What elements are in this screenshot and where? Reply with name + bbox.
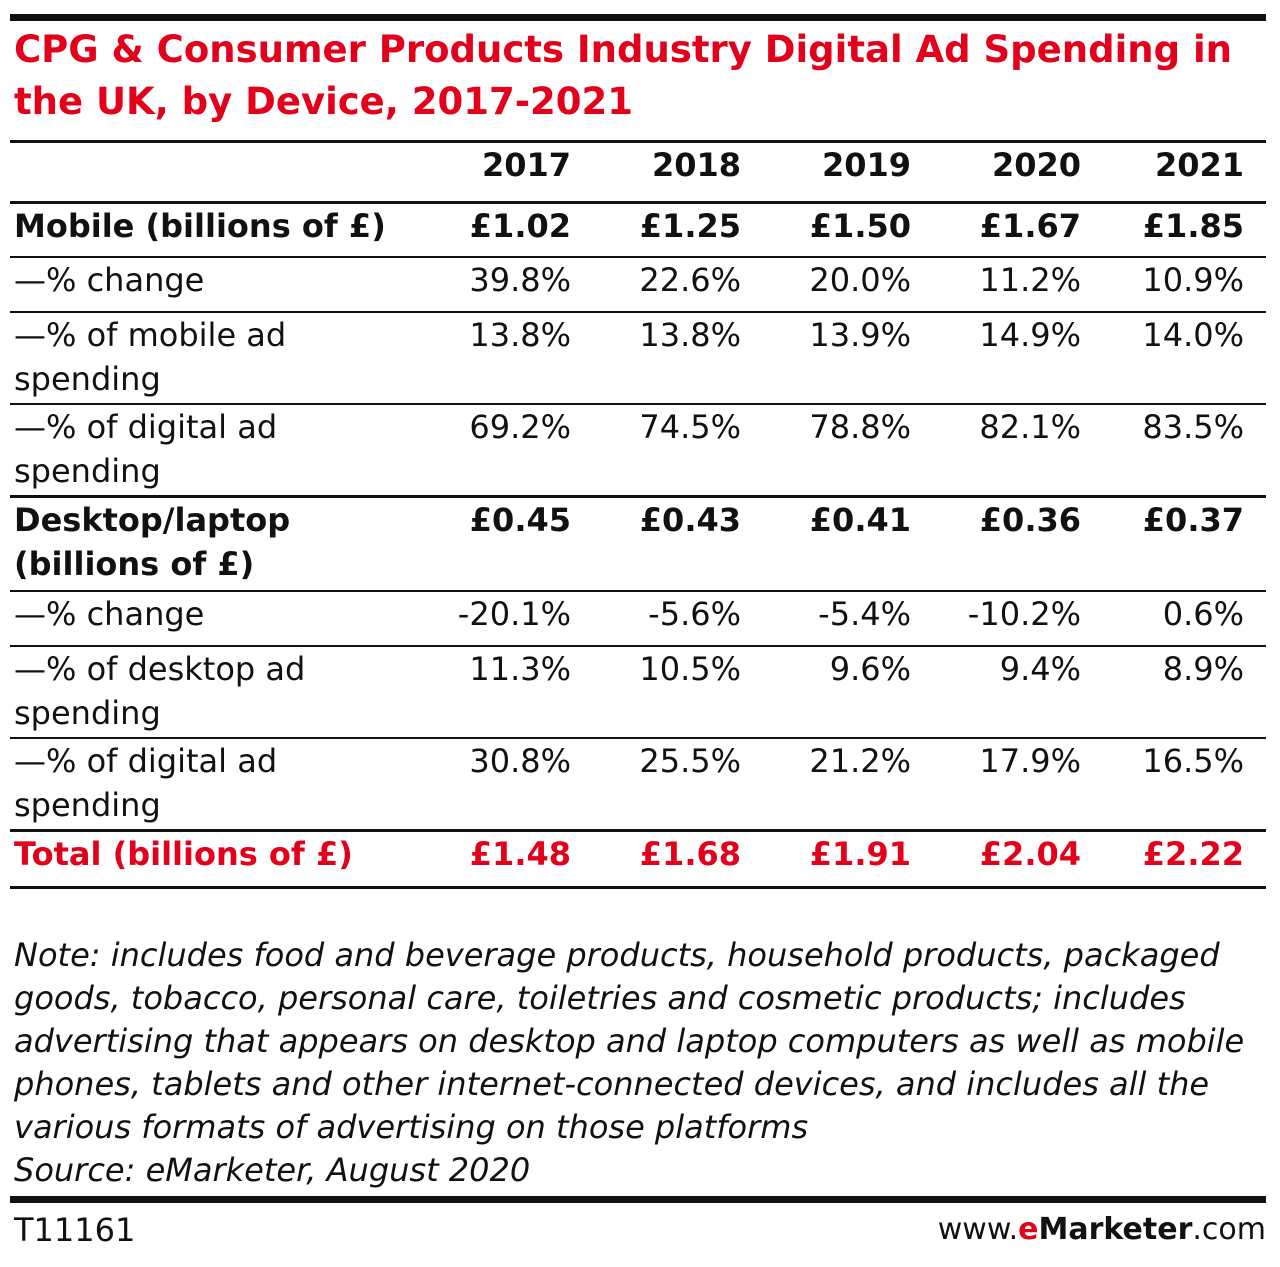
table-row-mobile: Mobile (billions of £) £1.02 £1.25 £1.50…	[10, 202, 1266, 258]
table-cell: 8.9%	[1103, 646, 1266, 739]
table-row-mobile-share-digital: —% of digital ad spending 69.2% 74.5% 78…	[10, 404, 1266, 498]
table-cell: 13.8%	[593, 312, 763, 405]
table-cell: 17.9%	[933, 738, 1103, 832]
table-row-mobile-share-mobile: —% of mobile ad spending 13.8% 13.8% 13.…	[10, 312, 1266, 405]
table-row-desktop-share-desktop: —% of desktop ad spending 11.3% 10.5% 9.…	[10, 646, 1266, 739]
table-cell: 30.8%	[423, 738, 593, 832]
table-cell: £1.48	[423, 829, 593, 889]
table-cell: 39.8%	[423, 257, 593, 313]
table-cell: 10.9%	[1103, 257, 1266, 313]
table-cell: £1.68	[593, 829, 763, 889]
brand-prefix: www.	[937, 1212, 1019, 1247]
table-cell: 69.2%	[423, 404, 593, 498]
source-text: Source: eMarketer, August 2020	[14, 1151, 531, 1189]
table-cell: £0.36	[933, 496, 1103, 592]
table-cell: -5.6%	[593, 591, 763, 647]
table-row-desktop-change: —% change -20.1% -5.6% -5.4% -10.2% 0.6%	[10, 591, 1266, 647]
row-label: Total (billions of £)	[10, 829, 423, 889]
column-header: 2021	[1103, 140, 1266, 204]
row-label: Mobile (billions of £)	[10, 202, 423, 258]
table-cell: 16.5%	[1103, 738, 1266, 832]
table-cell: 82.1%	[933, 404, 1103, 498]
table-cell: -20.1%	[423, 591, 593, 647]
row-label: Desktop/laptop (billions of £)	[10, 496, 423, 592]
header-label-cell	[10, 140, 423, 204]
header-row: 2017 2018 2019 2020 2021	[10, 140, 1266, 204]
row-label: —% change	[10, 257, 423, 313]
table-cell: £0.43	[593, 496, 763, 592]
table-cell: £1.85	[1103, 202, 1266, 258]
brand-link[interactable]: www.eMarketer.com	[938, 1208, 1266, 1252]
table-cell: 20.0%	[763, 257, 933, 313]
column-header: 2020	[933, 140, 1103, 204]
column-header: 2018	[593, 140, 763, 204]
table-cell: 11.2%	[933, 257, 1103, 313]
table-cell: 11.3%	[423, 646, 593, 739]
table-cell: £2.04	[933, 829, 1103, 889]
row-label: —% of digital ad spending	[10, 404, 423, 498]
note-text: Note: includes food and beverage product…	[14, 936, 1245, 1146]
table-cell: -10.2%	[933, 591, 1103, 647]
table-cell: £1.67	[933, 202, 1103, 258]
table-cell: 13.9%	[763, 312, 933, 405]
brand-name: Marketer	[1038, 1212, 1193, 1247]
table-cell: 14.0%	[1103, 312, 1266, 405]
table-cell: 25.5%	[593, 738, 763, 832]
table-cell: 10.5%	[593, 646, 763, 739]
table-cell: £1.50	[763, 202, 933, 258]
table-cell: £1.02	[423, 202, 593, 258]
column-header: 2017	[423, 140, 593, 204]
table-cell: 0.6%	[1103, 591, 1266, 647]
table-cell: 9.6%	[763, 646, 933, 739]
table-cell: £1.91	[763, 829, 933, 889]
top-rule	[10, 14, 1266, 21]
table-cell: 74.5%	[593, 404, 763, 498]
table-cell: 22.6%	[593, 257, 763, 313]
table-cell: £0.41	[763, 496, 933, 592]
table-cell: 9.4%	[933, 646, 1103, 739]
table-cell: 13.8%	[423, 312, 593, 405]
chart-id: T11161	[14, 1211, 136, 1249]
table-cell: 21.2%	[763, 738, 933, 832]
chart-title: CPG & Consumer Products Industry Digital…	[14, 28, 1233, 123]
table-cell: £0.45	[423, 496, 593, 592]
column-header: 2019	[763, 140, 933, 204]
notes: Note: includes food and beverage product…	[14, 934, 1270, 1192]
table-row-mobile-change: —% change 39.8% 22.6% 20.0% 11.2% 10.9%	[10, 257, 1266, 313]
row-label: —% of digital ad spending	[10, 738, 423, 832]
row-label: —% of desktop ad spending	[10, 646, 423, 739]
table-cell: £2.22	[1103, 829, 1266, 889]
table-cell: 83.5%	[1103, 404, 1266, 498]
table-cell: £1.25	[593, 202, 763, 258]
table-row-total: Total (billions of £) £1.48 £1.68 £1.91 …	[10, 829, 1266, 889]
table-row-desktop-share-digital: —% of digital ad spending 30.8% 25.5% 21…	[10, 738, 1266, 832]
table-row-desktop: Desktop/laptop (billions of £) £0.45 £0.…	[10, 496, 1266, 592]
row-label: —% change	[10, 591, 423, 647]
brand-e: e	[1018, 1212, 1039, 1247]
data-table: 2017 2018 2019 2020 2021 Mobile (billion…	[10, 140, 1266, 889]
bottom-rule	[10, 1196, 1266, 1203]
table-cell: 78.8%	[763, 404, 933, 498]
table-cell: 14.9%	[933, 312, 1103, 405]
row-label: —% of mobile ad spending	[10, 312, 423, 405]
brand-suffix: .com	[1192, 1212, 1266, 1247]
table-cell: -5.4%	[763, 591, 933, 647]
table-cell: £0.37	[1103, 496, 1266, 592]
